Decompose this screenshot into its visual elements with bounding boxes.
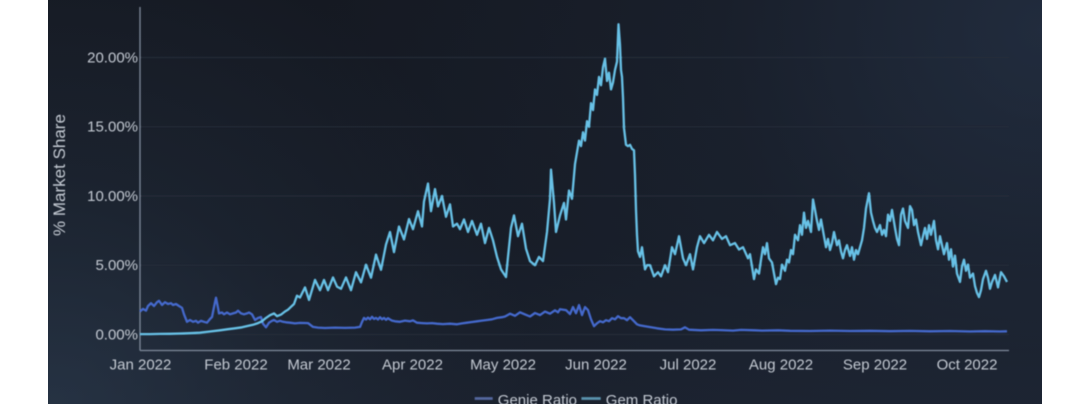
svg-text:0.00%: 0.00% (95, 326, 138, 343)
svg-text:Jun 2022: Jun 2022 (565, 357, 627, 374)
svg-text:Jan 2022: Jan 2022 (110, 357, 172, 374)
svg-text:Aug 2022: Aug 2022 (749, 357, 813, 374)
svg-text:Genie Ratio: Genie Ratio (498, 392, 577, 404)
svg-text:20.00%: 20.00% (87, 49, 138, 66)
svg-text:Apr 2022: Apr 2022 (382, 357, 443, 374)
svg-text:Oct 2022: Oct 2022 (937, 357, 998, 374)
svg-text:10.00%: 10.00% (87, 188, 138, 205)
svg-text:Feb 2022: Feb 2022 (204, 357, 267, 374)
svg-text:May 2022: May 2022 (470, 357, 536, 374)
svg-text:15.00%: 15.00% (87, 119, 138, 136)
svg-text:Sep 2022: Sep 2022 (843, 357, 907, 374)
svg-text:Jul 2022: Jul 2022 (660, 357, 717, 374)
svg-text:Gem Ratio: Gem Ratio (606, 392, 678, 404)
svg-text:5.00%: 5.00% (95, 257, 138, 274)
svg-text:Mar 2022: Mar 2022 (287, 357, 350, 374)
svg-text:% Market Share: % Market Share (50, 114, 69, 236)
